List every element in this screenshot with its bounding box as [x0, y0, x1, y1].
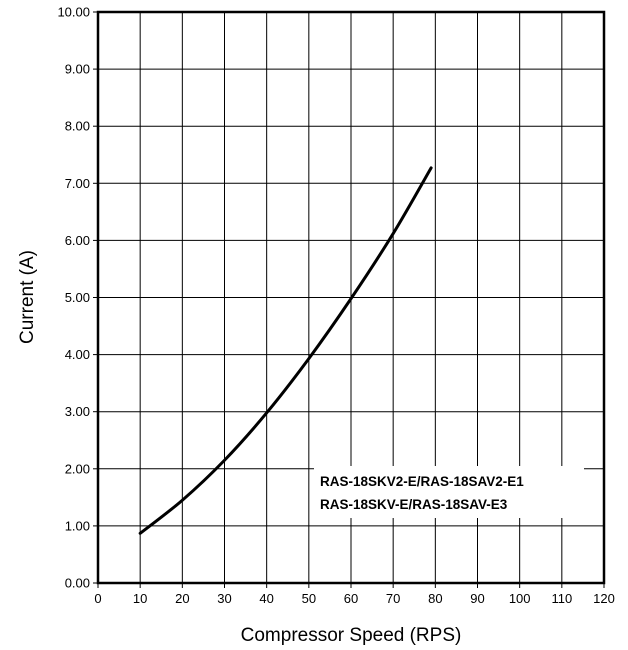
x-tick-label: 60: [344, 591, 358, 606]
y-tick-labels: 0.00 1.00 2.00 3.00 4.00 5.00 6.00 7.00 8.00 9.00…: [57, 5, 90, 591]
series-line: [138, 166, 433, 535]
y-tick-label: 4.00: [65, 347, 90, 362]
y-tick-label: 0.00: [65, 576, 90, 591]
plot-border: [96, 10, 606, 585]
series-layer: [138, 166, 433, 535]
x-tick-label: 30: [217, 591, 231, 606]
x-tick-label: 40: [259, 591, 273, 606]
x-tick-label: 10: [133, 591, 147, 606]
x-tick-label: 110: [551, 591, 572, 606]
y-tick-label: 8.00: [65, 119, 90, 134]
x-tick-label: 80: [428, 591, 442, 606]
y-tick-label: 2.00: [65, 461, 90, 476]
legend-line-2: RAS-18SKV-E/RAS-18SAV-E3: [320, 497, 508, 512]
y-tick-label: 3.00: [65, 404, 90, 419]
legend-line-1: RAS-18SKV2-E/RAS-18SAV2-E1: [320, 474, 524, 489]
x-tick-label: 20: [175, 591, 189, 606]
y-tick-label: 9.00: [65, 62, 90, 77]
y-tick-label: 1.00: [65, 518, 90, 533]
x-tick-labels: 0 10 20 30 40 50 60 70 80 90 100 110 120: [94, 591, 614, 606]
x-tick-label: 100: [509, 591, 531, 606]
legend-background: [314, 466, 584, 518]
x-axis-title: Compressor Speed (RPS): [241, 625, 462, 646]
y-axis-title: Current (A): [17, 250, 38, 344]
x-tick-label: 70: [386, 591, 400, 606]
x-tick-label: 50: [302, 591, 316, 606]
x-tick-label: 90: [470, 591, 484, 606]
x-tick-label: 0: [94, 591, 101, 606]
legend: RAS-18SKV2-E/RAS-18SAV2-E1 RAS-18SKV-E/R…: [314, 466, 584, 518]
x-tick-label: 120: [593, 591, 615, 606]
y-tick-label: 5.00: [65, 290, 90, 305]
y-tick-label: 6.00: [65, 233, 90, 248]
y-tick-label: 10.00: [57, 5, 90, 20]
y-tick-label: 7.00: [65, 176, 90, 191]
